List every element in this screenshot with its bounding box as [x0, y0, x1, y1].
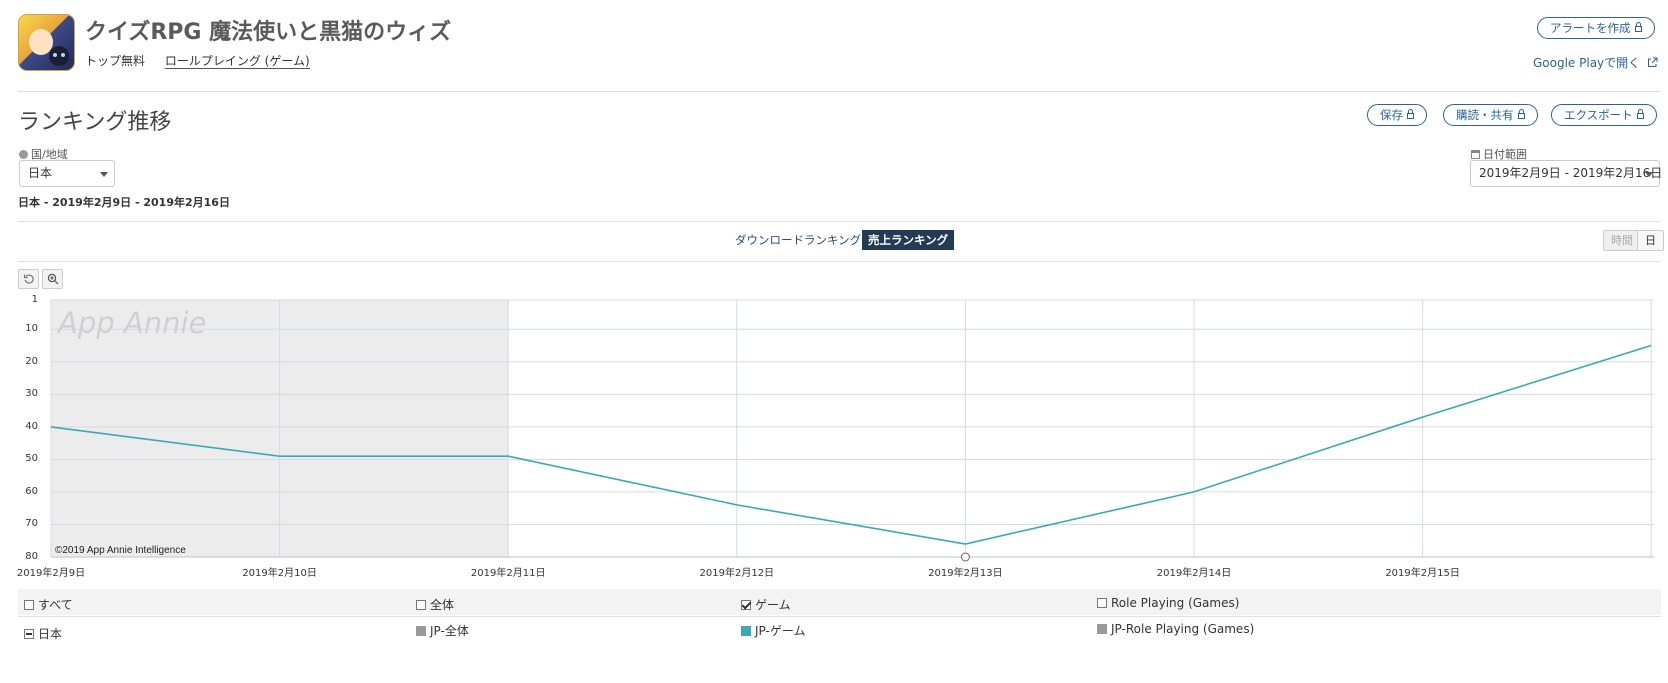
series-line [50, 344, 1652, 545]
export-button[interactable]: エクスポート [1551, 104, 1657, 126]
granularity-day-button[interactable]: 日 [1637, 230, 1664, 251]
chevron-down-icon [100, 172, 108, 177]
legend-series-label: JP-全体 [430, 624, 469, 638]
date-range-value: 2019年2月9日 - 2019年2月16日 [1479, 166, 1663, 180]
legend-toggle-overall[interactable]: 全体 [416, 596, 454, 613]
checkbox-role-playing[interactable] [1097, 598, 1107, 608]
country-label-text: 国/地域 [31, 148, 68, 161]
legend-series-jp-role-playing[interactable]: JP-Role Playing (Games) [1097, 622, 1254, 636]
legend-overall-label: 全体 [430, 598, 455, 612]
open-google-play-link[interactable]: Google Playで開く [1533, 54, 1658, 71]
y-tick-label: 20 [25, 355, 38, 367]
date-range-label-text: 日付範囲 [1483, 148, 1527, 161]
y-tick-label: 60 [25, 485, 38, 497]
x-tick-label: 2019年2月11日 [470, 568, 546, 579]
legend-divider [18, 616, 1661, 617]
legend-series-jp-overall[interactable]: JP-全体 [416, 622, 469, 639]
create-alert-button[interactable]: アラートを作成 [1537, 17, 1655, 39]
checkbox-overall[interactable] [416, 600, 426, 610]
y-tick-label: 80 [25, 551, 38, 562]
legend-series-label: JP-Role Playing (Games) [1111, 622, 1255, 636]
y-tick-label: 40 [25, 420, 38, 432]
create-alert-label: アラートを作成 [1550, 21, 1631, 35]
section-title: ランキング推移 [18, 110, 172, 135]
legend-series-jp-games[interactable]: JP-ゲーム [741, 622, 805, 639]
chevron-down-icon [1645, 172, 1653, 177]
calendar-icon [1471, 150, 1480, 159]
tab-revenue-ranking[interactable]: 売上ランキング [862, 230, 955, 250]
legend-toggle-all[interactable]: すべて [24, 596, 73, 613]
app-title: クイズRPG 魔法使いと黒猫のウィズ [85, 20, 452, 45]
export-label: エクスポート [1564, 108, 1633, 122]
checkbox-all[interactable] [24, 600, 34, 610]
copyright-label: ©2019 App Annie Intelligence [55, 545, 186, 556]
chart-top-divider [18, 221, 1661, 222]
lock-icon [1636, 109, 1644, 119]
subscribe-share-label: 購読・共有 [1456, 108, 1514, 122]
y-tick-label: 70 [25, 518, 38, 530]
y-tick-label: 10 [25, 323, 38, 335]
subscribe-share-button[interactable]: 購読・共有 [1443, 104, 1538, 126]
legend-header-row [18, 589, 1661, 615]
x-tick-label: 2019年2月14日 [1156, 568, 1232, 579]
country-select-value: 日本 [28, 166, 53, 180]
legend-row-country[interactable]: 日本 [24, 625, 62, 642]
series-group [50, 344, 1652, 562]
header-divider [18, 91, 1661, 92]
black-cat-icon [49, 46, 69, 66]
save-button[interactable]: 保存 [1367, 104, 1427, 126]
ranking-chart: App Annie ©2019 App Annie Intelligence [50, 299, 1654, 562]
external-link-icon [1648, 57, 1658, 67]
app-meta: トップ無料 ロールプレイング (ゲーム) [85, 52, 310, 69]
x-tick-label: 2019年2月10日 [242, 568, 317, 579]
y-tick-label: 30 [25, 388, 38, 400]
legend-swatch [1097, 624, 1107, 634]
country-label: 国/地域 [19, 146, 68, 162]
reset-icon [23, 274, 34, 284]
save-label: 保存 [1380, 108, 1403, 122]
legend-toggle-role-playing[interactable]: Role Playing (Games) [1097, 596, 1239, 610]
globe-icon [19, 150, 28, 159]
rank-type-label: トップ無料 [85, 54, 146, 68]
y-tick-label: 1 [31, 294, 38, 305]
date-range-label: 日付範囲 [1471, 146, 1527, 162]
legend-all-label: すべて [38, 598, 73, 612]
checkbox-country[interactable] [24, 629, 34, 639]
tab-download-ranking[interactable]: ダウンロードランキング [735, 233, 862, 247]
lock-icon [1407, 109, 1414, 119]
toolbar-divider [18, 261, 1661, 262]
legend-series-label: JP-ゲーム [755, 624, 806, 638]
reset-zoom-button[interactable] [18, 269, 39, 289]
chart-grid [50, 299, 1654, 558]
granularity-hour-button[interactable]: 時間 [1603, 230, 1641, 251]
y-tick-label: 50 [25, 453, 38, 465]
watermark: App Annie [56, 306, 206, 340]
legend-toggle-games[interactable]: ゲーム [741, 596, 791, 613]
legend-games-label: ゲーム [755, 598, 791, 612]
open-google-play-label: Google Playで開く [1533, 56, 1641, 70]
x-tick-label: 2019年2月9日 [16, 568, 86, 579]
zoom-button[interactable] [42, 269, 63, 289]
category-link[interactable]: ロールプレイング (ゲーム) [164, 54, 310, 69]
x-tick-label: 2019年2月13日 [928, 568, 1003, 579]
zoom-in-icon [47, 273, 58, 285]
country-select[interactable]: 日本 [19, 160, 115, 187]
legend-country-label: 日本 [38, 627, 63, 641]
date-range-select[interactable]: 2019年2月9日 - 2019年2月16日 [1470, 160, 1663, 187]
legend-swatch [741, 626, 751, 636]
x-tick-label: 2019年2月12日 [699, 568, 775, 579]
legend-swatch [416, 626, 426, 636]
filter-summary: 日本 - 2019年2月9日 - 2019年2月16日 [18, 196, 230, 209]
lock-icon [1634, 22, 1642, 32]
x-tick-label: 2019年2月15日 [1385, 568, 1460, 579]
crosshair-handle[interactable] [960, 552, 970, 562]
legend-role-playing-label: Role Playing (Games) [1111, 596, 1240, 610]
checkbox-games[interactable] [741, 600, 751, 610]
lock-icon [1517, 109, 1525, 119]
app-icon [18, 14, 75, 71]
